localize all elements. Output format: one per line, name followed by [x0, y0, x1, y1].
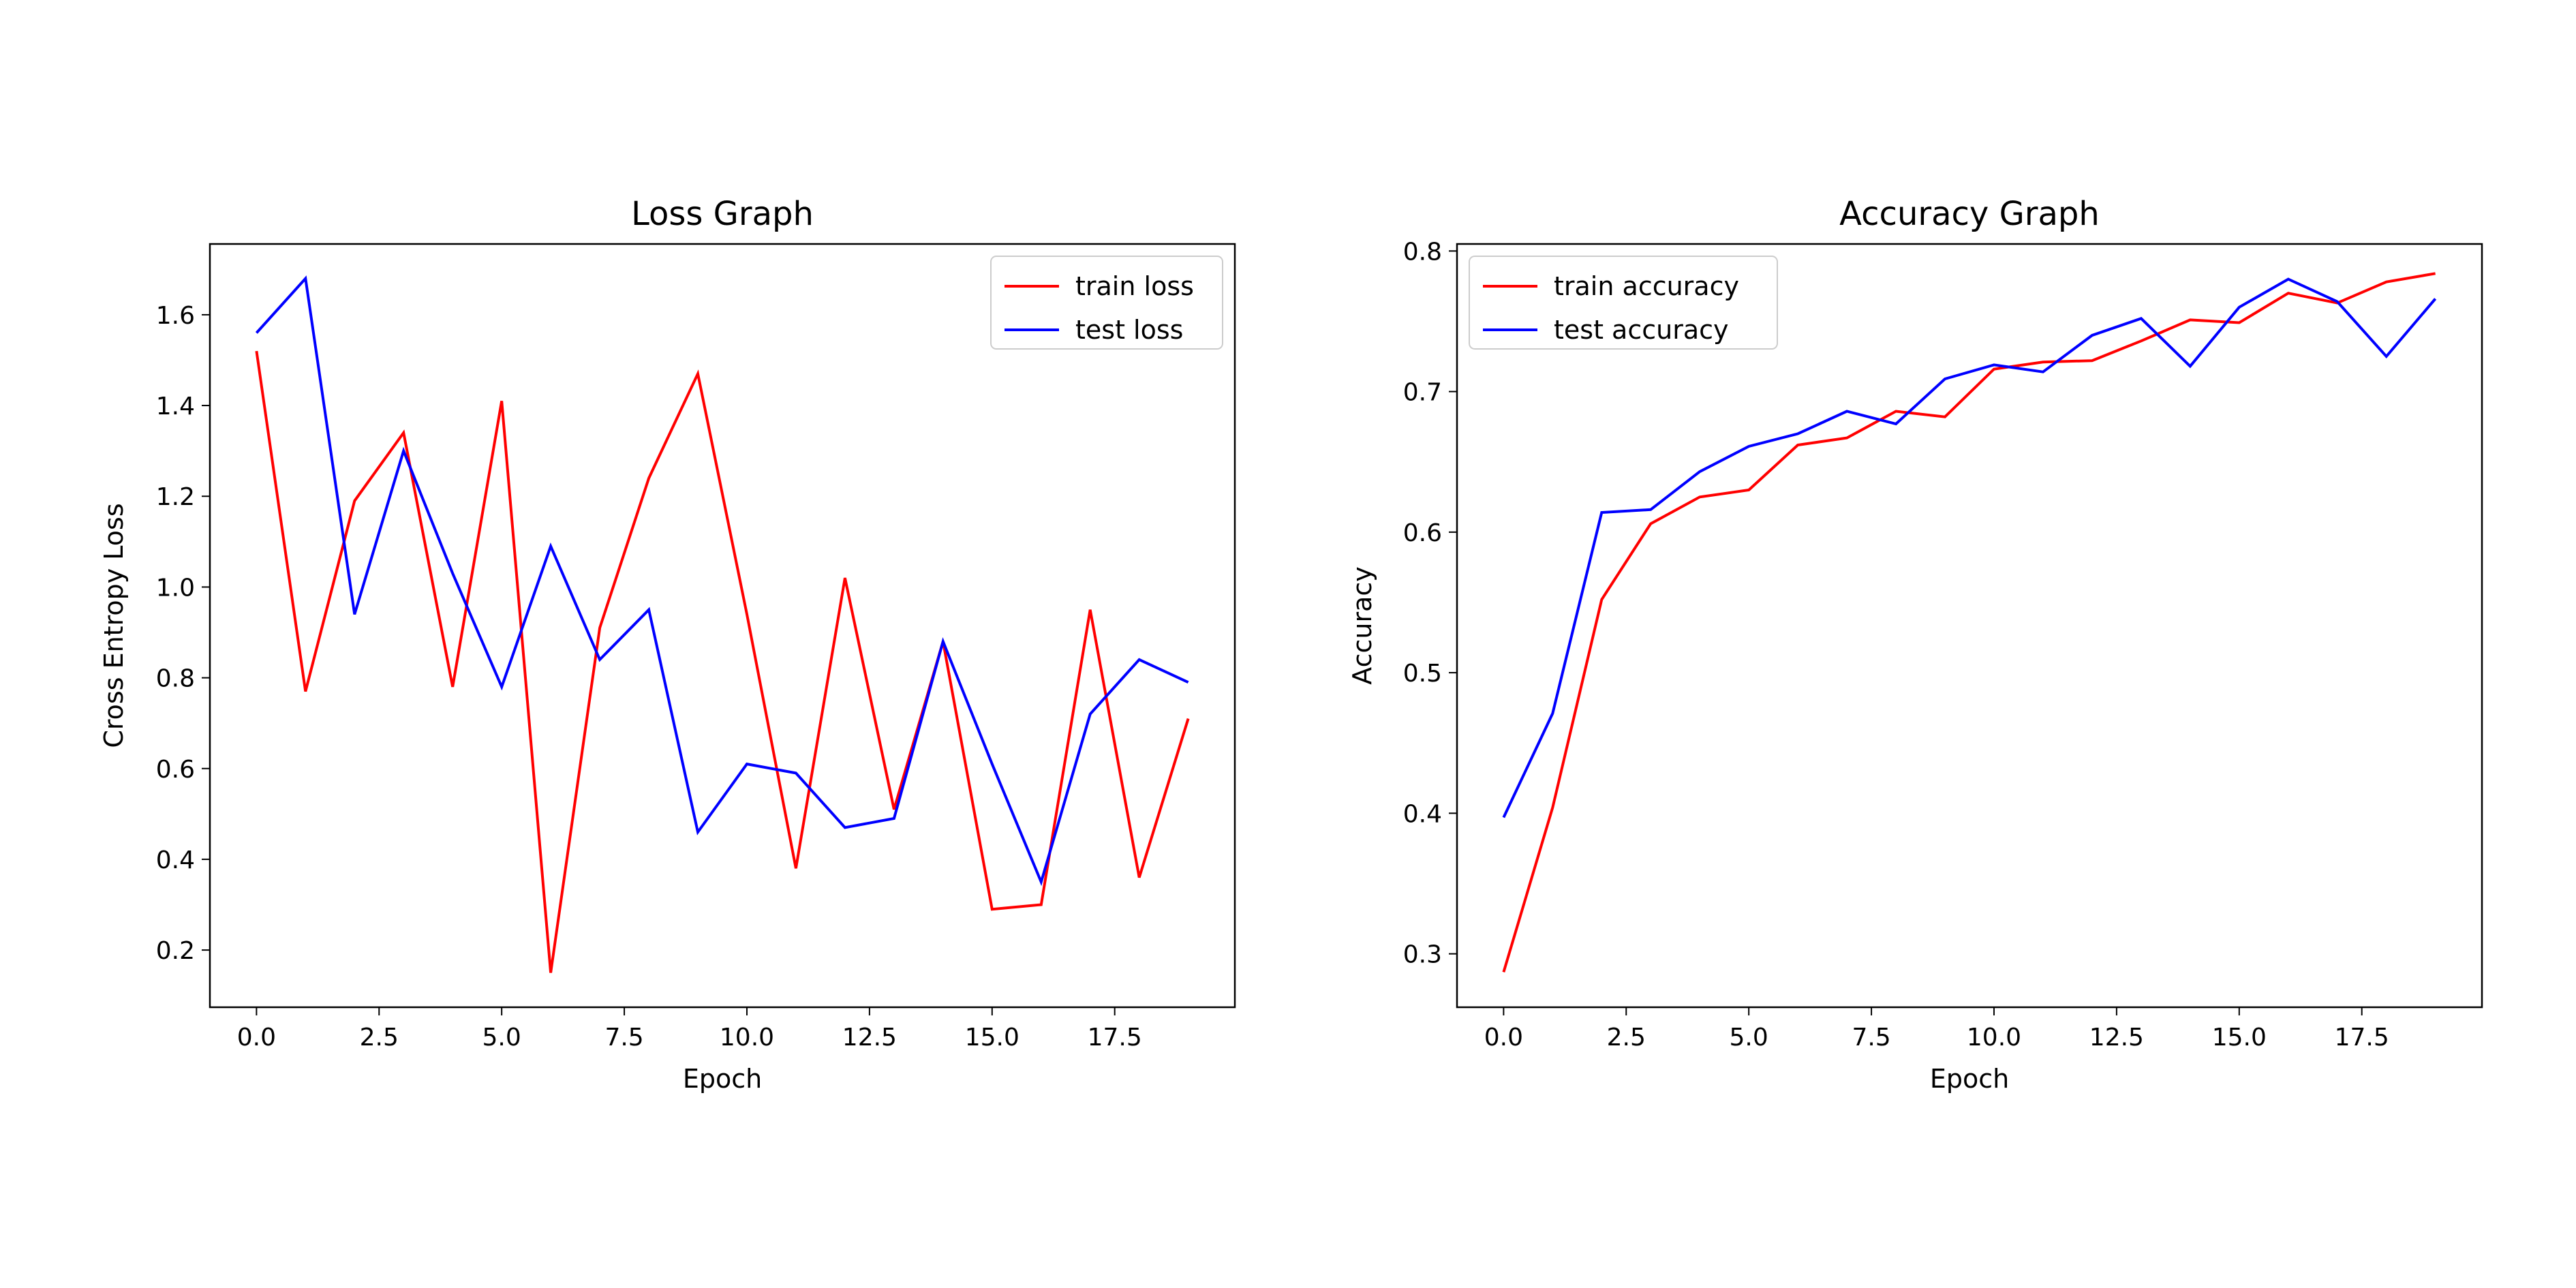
test-loss-legend-label: test loss — [1075, 315, 1183, 345]
accuracy-x-tick-label: 10.0 — [1967, 1024, 2021, 1052]
loss-x-tick-label: 17.5 — [1088, 1024, 1142, 1052]
loss-legend: train loss test loss — [990, 256, 1223, 350]
loss-y-tick-label: 1.0 — [156, 574, 195, 602]
train-loss-legend-label: train loss — [1075, 271, 1194, 301]
accuracy-y-tick-label: 0.8 — [1403, 238, 1442, 266]
loss-y-tick-label: 0.6 — [156, 756, 195, 784]
loss-y-tick-label: 0.8 — [156, 665, 195, 693]
loss-chart-title: Loss Graph — [631, 195, 814, 233]
accuracy-y-tick-label: 0.6 — [1403, 519, 1442, 547]
accuracy-x-tick-label: 2.5 — [1607, 1024, 1646, 1052]
train-loss-line — [255, 350, 1190, 973]
accuracy-legend: train accuracy test accuracy — [1469, 256, 1778, 350]
accuracy-x-axis-label: Epoch — [1930, 1064, 2009, 1094]
loss-x-tick-label: 7.5 — [604, 1024, 643, 1052]
loss-x-tick-label: 10.0 — [720, 1024, 774, 1052]
accuracy-plot-frame — [1456, 243, 2483, 1009]
accuracy-x-tick-label: 15.0 — [2212, 1024, 2267, 1052]
loss-legend-box — [990, 256, 1223, 350]
accuracy-x-tick-label: 12.5 — [2089, 1024, 2144, 1052]
loss-x-tick-label: 0.0 — [237, 1024, 276, 1052]
accuracy-legend-box — [1469, 256, 1778, 350]
accuracy-chart: Accuracy Graph 0.0 2.5 5.0 7.5 10.0 12.5 15.0 17… — [1347, 195, 2483, 1094]
train-accuracy-legend-label: train accuracy — [1554, 271, 1739, 301]
accuracy-y-tick-label: 0.4 — [1403, 800, 1442, 828]
test-accuracy-line — [1502, 277, 2437, 818]
loss-x-tick-label: 12.5 — [842, 1024, 897, 1052]
test-loss-line — [255, 275, 1189, 887]
train-accuracy-line — [1502, 272, 2436, 972]
loss-chart: Loss Graph 0.0 2.5 5.0 7.5 10.0 12.5 15.0 17.5 0.… — [99, 195, 1236, 1094]
accuracy-y-tick-label: 0.3 — [1403, 941, 1442, 969]
loss-y-axis-label: Cross Entropy Loss — [99, 503, 129, 748]
test-accuracy-legend-label: test accuracy — [1554, 315, 1729, 345]
loss-y-tick-label: 0.4 — [156, 846, 195, 874]
loss-y-tick-label: 1.6 — [156, 302, 195, 330]
accuracy-y-axis-label: Accuracy — [1347, 566, 1377, 685]
loss-x-tick-label: 2.5 — [360, 1024, 399, 1052]
loss-x-tick-label: 15.0 — [965, 1024, 1019, 1052]
accuracy-chart-title: Accuracy Graph — [1839, 195, 2100, 233]
loss-y-tick-label: 1.2 — [156, 483, 195, 511]
loss-x-tick-label: 5.0 — [482, 1024, 521, 1052]
loss-y-tick-label: 1.4 — [156, 393, 195, 420]
loss-x-axis-label: Epoch — [683, 1064, 762, 1094]
accuracy-x-tick-label: 7.5 — [1852, 1024, 1890, 1052]
accuracy-y-tick-label: 0.5 — [1403, 660, 1442, 688]
accuracy-x-tick-label: 17.5 — [2335, 1024, 2389, 1052]
accuracy-x-tick-label: 5.0 — [1730, 1024, 1768, 1052]
accuracy-x-tick-label: 0.0 — [1484, 1024, 1523, 1052]
loss-plot-frame — [209, 243, 1236, 1009]
accuracy-y-tick-label: 0.7 — [1403, 379, 1442, 407]
loss-y-tick-label: 0.2 — [156, 937, 195, 965]
